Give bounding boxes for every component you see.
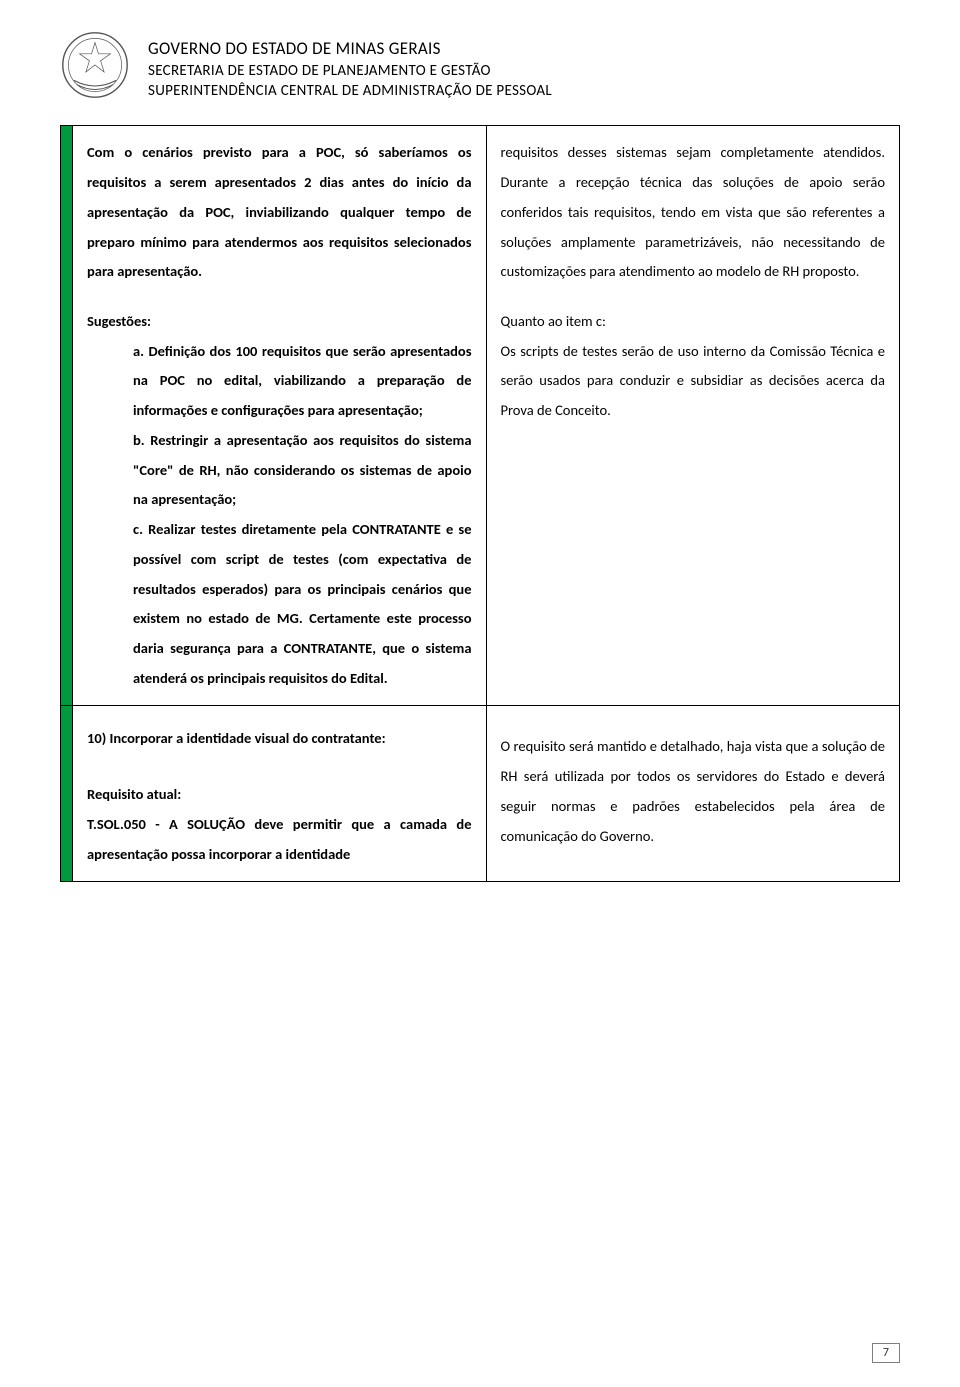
answer-item-c-label: Quanto ao item c:	[501, 307, 886, 337]
suggestion-item-c: c. Realizar testes diretamente pela CONT…	[87, 515, 472, 693]
right-column-cell: O requisito será mantido e detalhado, ha…	[487, 706, 900, 881]
requisito-atual-label: Requisito atual:	[87, 780, 472, 810]
suggestions-block: Sugestões: a. Definição dos 100 requisit…	[87, 307, 472, 693]
requisito-text: T.SOL.050 - A SOLUÇÃO deve permitir que …	[87, 810, 472, 869]
question-paragraph-1: Com o cenários previsto para a POC, só s…	[87, 138, 472, 287]
row-stripe	[61, 126, 73, 705]
row-stripe	[61, 706, 73, 881]
page-header: GOVERNO DO ESTADO DE MINAS GERAIS SECRET…	[60, 30, 900, 101]
page-number: 7	[872, 1343, 900, 1363]
header-title-1: GOVERNO DO ESTADO DE MINAS GERAIS	[148, 38, 552, 61]
seal-icon	[60, 30, 130, 100]
state-seal-logo	[60, 30, 130, 100]
answer-item-10: O requisito será mantido e detalhado, ha…	[501, 732, 886, 851]
left-column-cell: Com o cenários previsto para a POC, só s…	[73, 126, 487, 705]
table-row: Com o cenários previsto para a POC, só s…	[61, 126, 899, 706]
left-column-cell: 10) Incorporar a identidade visual do co…	[73, 706, 487, 881]
suggestions-label: Sugestões:	[87, 307, 472, 337]
header-title-2: SECRETARIA DE ESTADO DE PLANEJAMENTO E G…	[148, 61, 552, 81]
document-page: GOVERNO DO ESTADO DE MINAS GERAIS SECRET…	[0, 0, 960, 1387]
right-column-cell: requisitos desses sistemas sejam complet…	[487, 126, 900, 705]
content-table: Com o cenários previsto para a POC, só s…	[60, 125, 900, 882]
question-item-10: 10) Incorporar a identidade visual do co…	[87, 724, 472, 754]
answer-item-c-text: Os scripts de testes serão de uso intern…	[501, 337, 886, 426]
answer-paragraph-1: requisitos desses sistemas sejam complet…	[501, 138, 886, 287]
table-row: 10) Incorporar a identidade visual do co…	[61, 706, 899, 881]
header-title-3: SUPERINTENDÊNCIA CENTRAL DE ADMINISTRAÇÃ…	[148, 81, 552, 101]
suggestion-item-a: a. Definição dos 100 requisitos que serã…	[87, 337, 472, 426]
suggestion-item-b: b. Restringir a apresentação aos requisi…	[87, 426, 472, 515]
header-text-block: GOVERNO DO ESTADO DE MINAS GERAIS SECRET…	[148, 30, 552, 101]
